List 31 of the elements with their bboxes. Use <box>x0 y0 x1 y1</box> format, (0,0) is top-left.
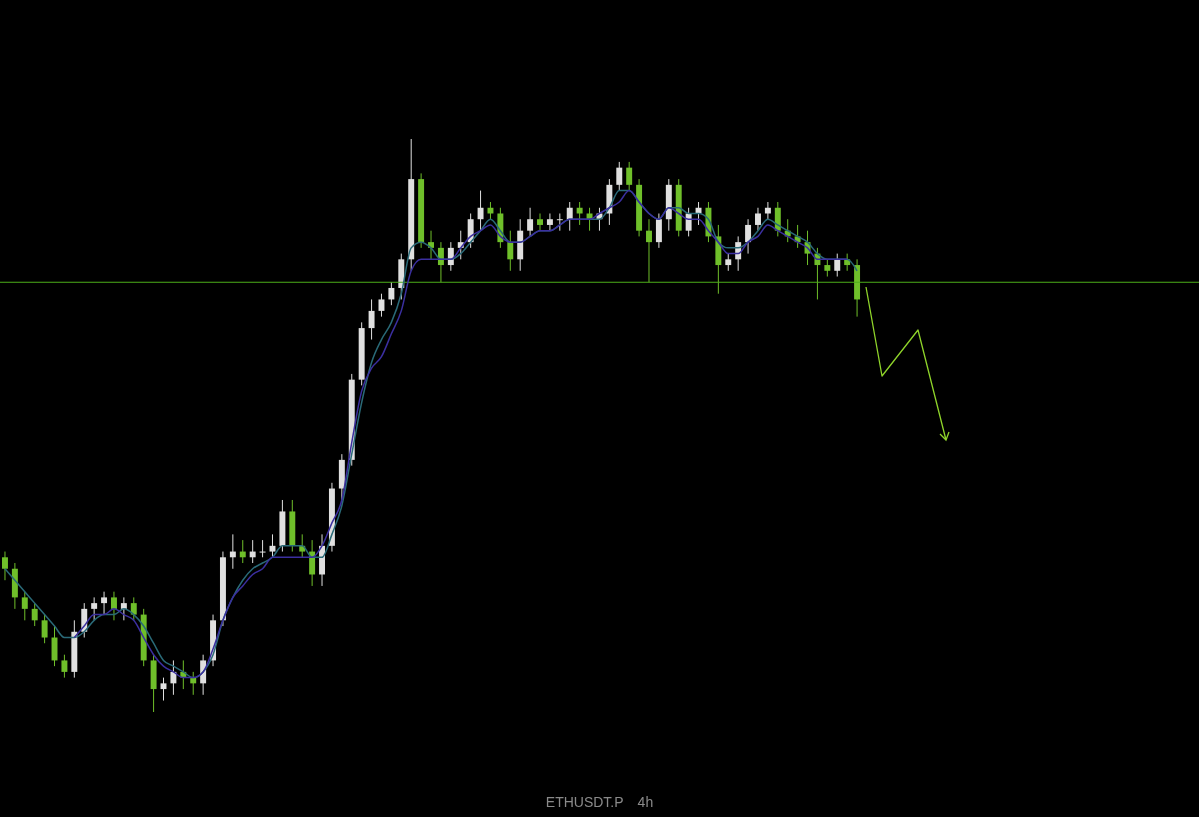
candlestick <box>170 659 177 696</box>
candlestick <box>41 614 48 644</box>
candlestick <box>626 161 633 192</box>
candlestick <box>368 298 375 341</box>
candlestick <box>477 190 484 232</box>
candlestick <box>388 281 395 306</box>
candlestick <box>507 230 514 272</box>
candlestick <box>31 602 38 627</box>
candlestick <box>110 591 117 621</box>
candlestick <box>259 539 266 558</box>
candlestick <box>655 212 662 249</box>
candlestick <box>646 218 652 283</box>
candlestick <box>527 207 534 237</box>
text: 4h <box>637 794 654 810</box>
candlestick <box>537 212 543 232</box>
candlestick <box>61 654 68 679</box>
text: ETHUSDT.P <box>545 794 624 810</box>
candlestick <box>834 253 841 278</box>
candlestick <box>546 212 553 232</box>
candlestick <box>755 207 761 232</box>
candlestick <box>616 161 623 192</box>
candlestick <box>91 596 98 621</box>
candlestick <box>21 591 28 621</box>
candlestick <box>566 201 573 232</box>
candlestick <box>745 218 752 255</box>
candlestick <box>130 596 137 621</box>
candlestick <box>120 596 127 621</box>
candlestick <box>101 591 108 616</box>
candlestick <box>447 241 454 272</box>
candlestick <box>2 551 8 581</box>
candlestick <box>437 241 444 283</box>
